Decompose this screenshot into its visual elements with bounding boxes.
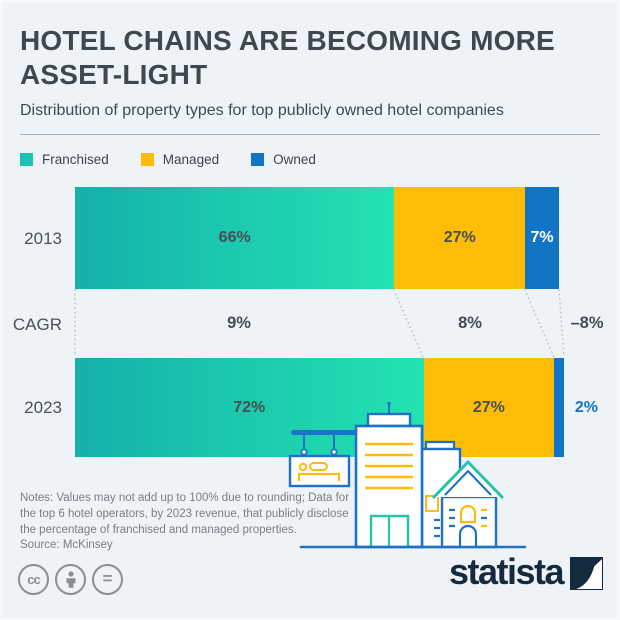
legend-label: Owned [273, 152, 316, 167]
bar-2013: 66% 27% 7% [75, 187, 559, 289]
legend-label: Managed [162, 152, 220, 167]
no-derivatives-icon[interactable]: = [92, 564, 123, 595]
value-label: 66% [218, 229, 251, 246]
value-label: 27% [472, 398, 505, 416]
chart-legend: Franchised Managed Owned [20, 152, 316, 167]
row-label-2013: 2013 [24, 229, 62, 248]
legend-item-managed: Managed [140, 152, 220, 167]
owned-swatch [251, 153, 265, 166]
legend-item-owned: Owned [251, 152, 316, 167]
header-divider [20, 134, 600, 135]
hotel-buildings-illustration [288, 401, 527, 549]
hotel-sign-icon [288, 430, 362, 488]
row-label-2023: 2023 [24, 398, 62, 417]
page-title: HOTEL CHAINS ARE BECOMING MORE ASSET-LIG… [20, 25, 555, 91]
cagr-value-franchised: 9% [227, 314, 251, 332]
chart-notes: Notes: Values may not add up to 100% due… [20, 492, 350, 536]
cagr-value-managed: 8% [458, 314, 482, 332]
legend-label: Franchised [42, 152, 109, 167]
value-label: 2% [574, 398, 598, 416]
cc-license-badge[interactable]: cc = [18, 564, 123, 595]
cagr-value-owned: –8% [570, 314, 604, 332]
bar-segment-2013-managed: 27% [394, 187, 526, 289]
value-label: 72% [233, 398, 266, 416]
attribution-person-icon[interactable] [55, 564, 86, 595]
bar-segment-2023-owned: 2% [554, 358, 598, 457]
hotel-tower-icon [354, 401, 424, 549]
value-label: 27% [443, 229, 476, 246]
bar-segment-2023-managed: 27% [423, 358, 555, 457]
franchised-swatch [20, 153, 33, 166]
row-label-cagr: CAGR [12, 315, 62, 334]
page-subtitle: Distribution of property types for top p… [20, 102, 504, 119]
house-icon [432, 460, 504, 549]
legend-item-franchised: Franchised [20, 152, 109, 167]
bar-segment-2013-franchised: 66% [75, 187, 395, 289]
cc-icon[interactable]: cc [18, 564, 49, 595]
chart-source: Source: McKinsey [20, 539, 113, 551]
value-label: 7% [530, 229, 554, 246]
statista-logo[interactable]: statista [448, 551, 603, 592]
statista-swoosh-icon [570, 556, 603, 590]
managed-swatch [140, 153, 154, 166]
bar-segment-2013-owned: 7% [525, 187, 559, 289]
statista-wordmark: statista [448, 551, 565, 592]
bar-2023: 72% 27% 2% [75, 358, 598, 457]
